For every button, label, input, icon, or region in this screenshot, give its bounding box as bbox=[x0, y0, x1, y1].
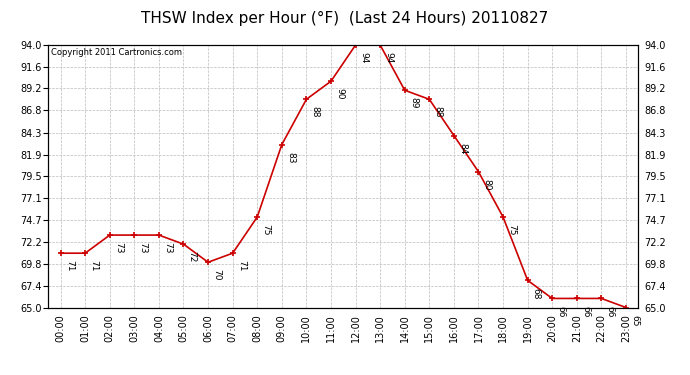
Text: 88: 88 bbox=[433, 106, 442, 118]
Text: 73: 73 bbox=[163, 242, 172, 254]
Text: 94: 94 bbox=[359, 52, 368, 64]
Text: 75: 75 bbox=[262, 224, 270, 236]
Text: 71: 71 bbox=[65, 260, 74, 272]
Text: 66: 66 bbox=[606, 306, 615, 317]
Text: 88: 88 bbox=[310, 106, 319, 118]
Text: 71: 71 bbox=[89, 260, 99, 272]
Text: 71: 71 bbox=[237, 260, 246, 272]
Text: THSW Index per Hour (°F)  (Last 24 Hours) 20110827: THSW Index per Hour (°F) (Last 24 Hours)… bbox=[141, 11, 549, 26]
Text: 66: 66 bbox=[556, 306, 565, 317]
Text: 75: 75 bbox=[507, 224, 516, 236]
Text: 89: 89 bbox=[409, 98, 418, 109]
Text: 66: 66 bbox=[581, 306, 590, 317]
Text: Copyright 2011 Cartronics.com: Copyright 2011 Cartronics.com bbox=[51, 48, 182, 57]
Text: 65: 65 bbox=[630, 315, 639, 326]
Text: 72: 72 bbox=[188, 251, 197, 263]
Text: 80: 80 bbox=[482, 179, 492, 190]
Text: 68: 68 bbox=[532, 288, 541, 299]
Text: 94: 94 bbox=[384, 52, 393, 64]
Text: 73: 73 bbox=[139, 242, 148, 254]
Text: 90: 90 bbox=[335, 88, 344, 100]
Text: 83: 83 bbox=[286, 152, 295, 163]
Text: 70: 70 bbox=[213, 269, 221, 281]
Text: 73: 73 bbox=[114, 242, 123, 254]
Text: 84: 84 bbox=[458, 143, 467, 154]
